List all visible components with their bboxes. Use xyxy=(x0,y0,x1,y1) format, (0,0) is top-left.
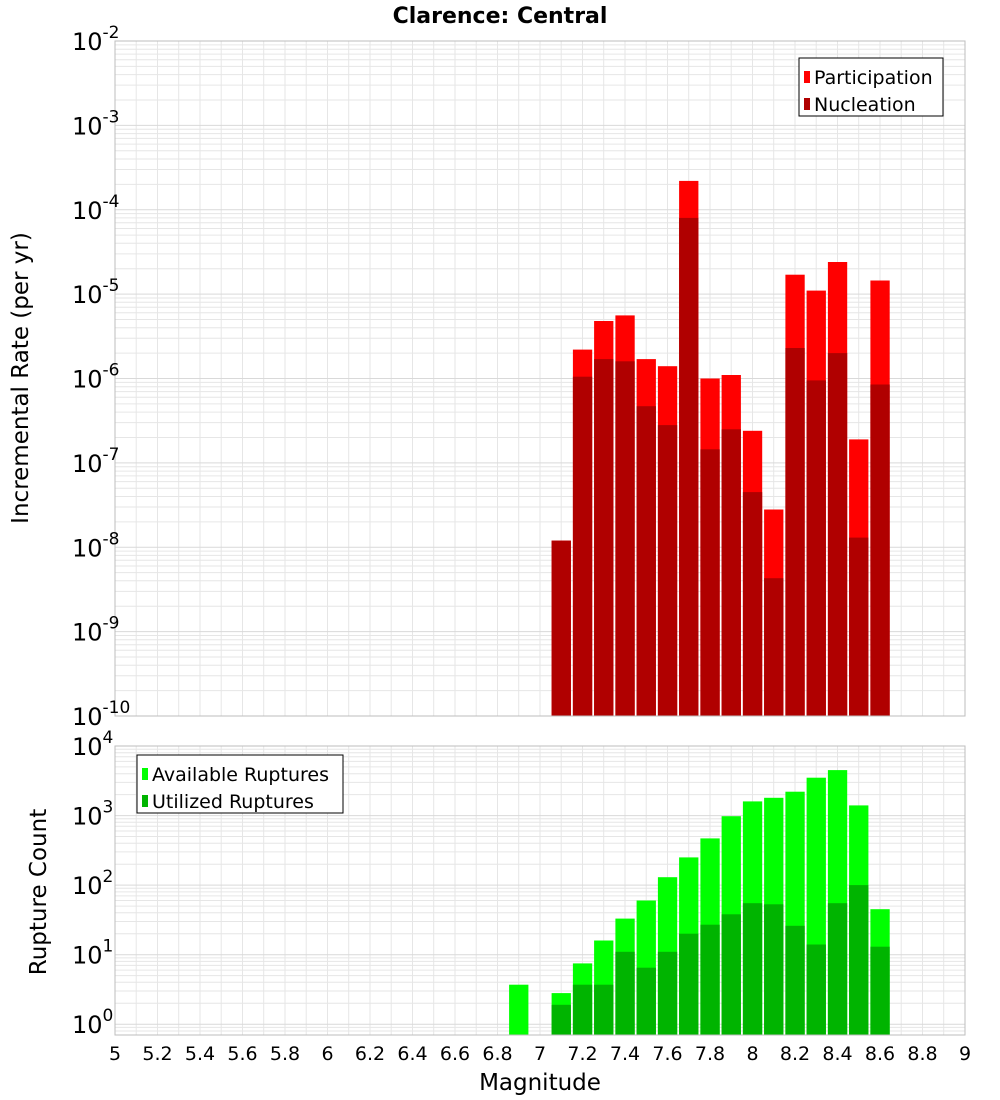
legend-swatch xyxy=(142,768,148,780)
bar-utilized-ruptures xyxy=(572,984,593,1035)
legend-box xyxy=(136,754,344,814)
x-tick-label: 8 xyxy=(746,1043,758,1065)
bar-available-ruptures xyxy=(509,984,529,1035)
series-1-bars xyxy=(551,217,890,716)
y-tick-label: 10-6 xyxy=(72,361,120,394)
x-tick-label: 7.2 xyxy=(567,1043,597,1065)
y-tick-label: 10-2 xyxy=(72,23,120,56)
bar-utilized-ruptures xyxy=(657,951,678,1035)
bar-nucleation xyxy=(764,578,784,716)
bar-utilized-ruptures xyxy=(849,885,869,1035)
x-tick-label: 5.2 xyxy=(142,1043,172,1065)
bar-nucleation xyxy=(679,217,699,716)
x-tick-label: 9 xyxy=(959,1043,971,1065)
bar-nucleation xyxy=(870,384,890,716)
legend-swatch xyxy=(142,795,148,807)
legend-box xyxy=(798,57,944,117)
y-tick-label: 10-8 xyxy=(72,529,120,562)
x-tick-label: 5.6 xyxy=(227,1043,257,1065)
y-tick-label: 10-9 xyxy=(72,614,120,647)
legend-swatch xyxy=(804,98,810,110)
legend-label: Available Ruptures xyxy=(152,764,329,786)
bar-utilized-ruptures xyxy=(764,904,784,1035)
bar-nucleation xyxy=(849,537,869,716)
x-tick-label: 8.4 xyxy=(822,1043,852,1065)
bar-utilized-ruptures xyxy=(827,903,848,1035)
bottom-panel: 104 103 102 101 100 Available Ruptures Utilize… xyxy=(72,728,971,1065)
bar-utilized-ruptures xyxy=(615,951,635,1035)
bar-nucleation xyxy=(806,380,826,716)
x-tick-label: 7.6 xyxy=(652,1043,682,1065)
bar-utilized-ruptures xyxy=(721,914,741,1035)
bar-nucleation xyxy=(700,449,720,716)
bar-nucleation xyxy=(742,492,763,716)
bar-nucleation xyxy=(636,406,656,716)
y-tick-labels: 104 103 102 101 100 xyxy=(72,728,113,1039)
series-1-bars xyxy=(551,885,890,1035)
bar-utilized-ruptures xyxy=(785,925,805,1035)
x-tick-labels: 5 5.2 5.4 5.6 5.8 6 6.2 6.4 6.6 6.8 7 7.2 7.4 7.6 7.8 8… xyxy=(109,1043,971,1065)
bar-nucleation xyxy=(615,361,635,716)
x-tick-label: 6.4 xyxy=(397,1043,427,1065)
x-tick-label: 5 xyxy=(109,1043,121,1065)
x-tick-label: 7 xyxy=(534,1043,546,1065)
x-tick-label: 7.8 xyxy=(695,1043,725,1065)
plot-frame xyxy=(114,40,966,717)
y-tick-label: 101 xyxy=(72,937,113,970)
bar-nucleation xyxy=(785,348,805,716)
y-axis-label-bottom: Rupture Count xyxy=(26,809,52,975)
y-tick-labels: 10-2 10-3 10-4 10-5 10-6 10-7 10-8 10-9 10-10 xyxy=(72,23,130,731)
x-tick-label: 6.2 xyxy=(355,1043,385,1065)
legend-label: Nucleation xyxy=(814,94,916,116)
bar-utilized-ruptures xyxy=(679,933,699,1035)
bar-nucleation xyxy=(827,353,848,716)
bar-utilized-ruptures xyxy=(594,984,614,1035)
top-panel: 10-2 10-3 10-4 10-5 10-6 10-7 10-8 10-9 10-10 Par… xyxy=(72,23,966,731)
x-tick-label: 7.4 xyxy=(610,1043,640,1065)
legend: Participation Nucleation xyxy=(798,57,944,117)
y-axis-label-top: Incremental Rate (per yr) xyxy=(8,232,34,524)
y-tick-label: 10-10 xyxy=(72,698,130,731)
x-tick-label: 6.6 xyxy=(440,1043,470,1065)
legend-label: Utilized Ruptures xyxy=(152,791,314,813)
bar-utilized-ruptures xyxy=(870,946,890,1035)
x-tick-label: 8.2 xyxy=(780,1043,810,1065)
bar-utilized-ruptures xyxy=(806,944,826,1035)
legend: Available Ruptures Utilized Ruptures xyxy=(136,754,344,814)
y-tick-label: 10-3 xyxy=(72,107,120,140)
y-tick-label: 10-5 xyxy=(72,276,120,309)
legend-swatch xyxy=(804,71,810,83)
x-tick-label: 5.4 xyxy=(185,1043,215,1065)
y-tick-label: 104 xyxy=(72,728,113,761)
x-tick-label: 6.8 xyxy=(482,1043,512,1065)
y-tick-label: 102 xyxy=(72,867,113,900)
x-tick-label: 8.6 xyxy=(865,1043,895,1065)
bar-nucleation xyxy=(657,425,678,716)
bar-utilized-ruptures xyxy=(700,924,720,1035)
chart-title: Clarence: Central xyxy=(393,4,608,29)
y-tick-label: 100 xyxy=(72,1006,113,1039)
bar-utilized-ruptures xyxy=(742,903,763,1035)
x-tick-label: 8.8 xyxy=(907,1043,937,1065)
y-tick-label: 103 xyxy=(72,798,113,831)
bar-nucleation xyxy=(721,429,741,716)
bar-nucleation xyxy=(572,376,593,716)
y-tick-label: 10-7 xyxy=(72,445,120,478)
bar-nucleation xyxy=(551,540,571,716)
bar-utilized-ruptures xyxy=(636,967,656,1035)
plot-frame xyxy=(114,745,966,1036)
x-tick-label: 5.8 xyxy=(270,1043,300,1065)
bar-utilized-ruptures xyxy=(551,1004,571,1035)
bar-nucleation xyxy=(594,359,614,716)
x-axis-label: Magnitude xyxy=(479,1070,601,1096)
x-tick-label: 6 xyxy=(321,1043,333,1065)
y-tick-label: 10-4 xyxy=(72,192,120,225)
legend-label: Participation xyxy=(814,67,933,89)
